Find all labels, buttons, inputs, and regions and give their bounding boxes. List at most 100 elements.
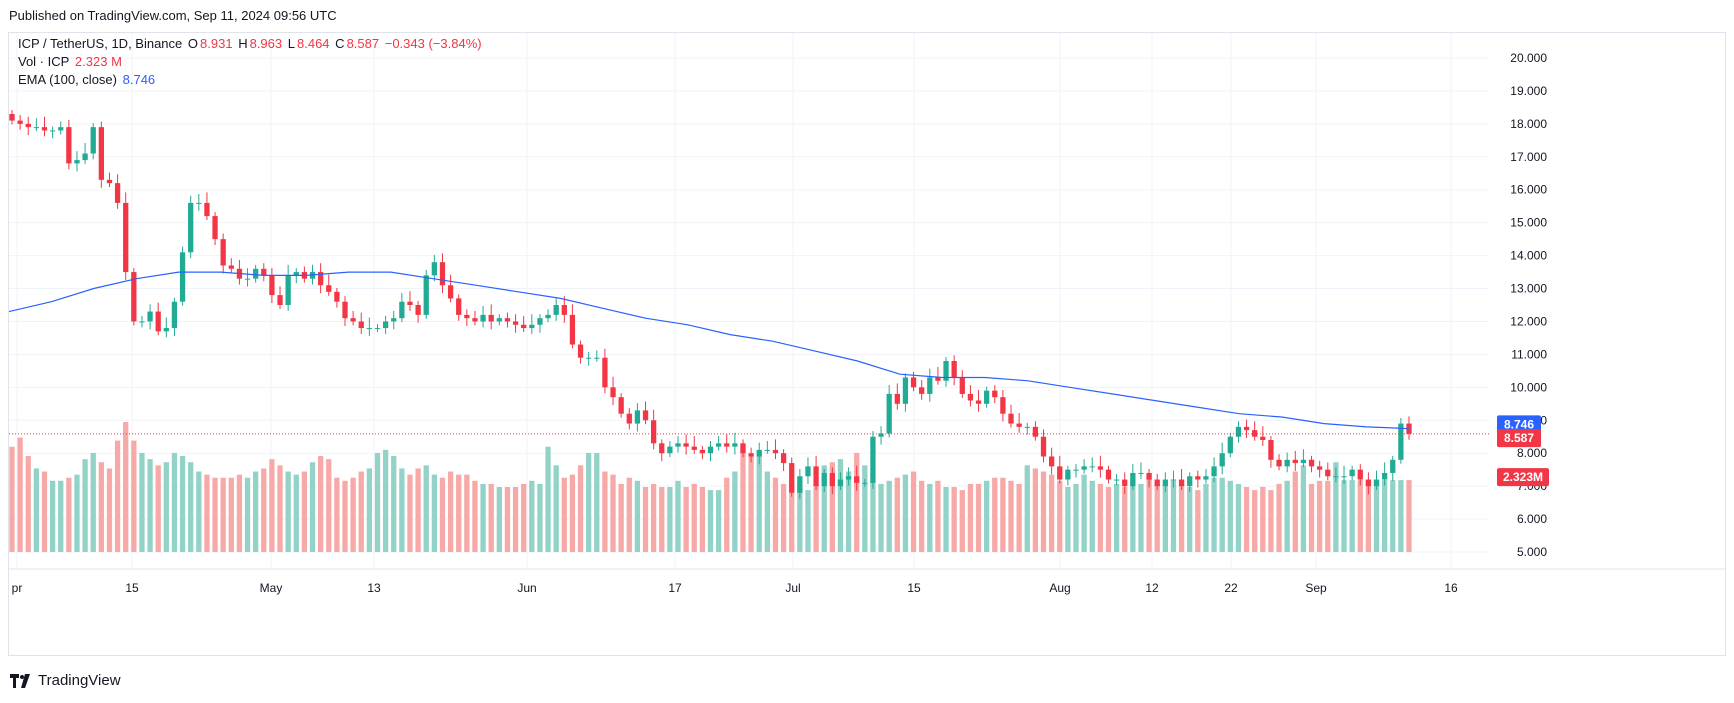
volume-bar	[967, 483, 974, 552]
candle-body	[382, 321, 389, 329]
volume-bar	[1024, 465, 1030, 552]
volume-bar	[1138, 483, 1144, 552]
candle-body	[261, 268, 267, 276]
volume-bar	[196, 471, 202, 552]
candle-body	[49, 130, 56, 132]
candle-body	[553, 305, 559, 315]
time-axis[interactable]: pr 15 May 13 Jun 17 Jul 15 Aug 12 22 Sep 16	[9, 568, 1725, 595]
legend-ema-label[interactable]: EMA (100, close)	[18, 72, 117, 87]
volume-bar	[90, 452, 96, 552]
volume-bar	[1268, 490, 1274, 552]
volume-bar	[927, 483, 933, 552]
volume-bar	[919, 480, 925, 552]
candle-body	[992, 390, 998, 398]
candles[interactable]	[9, 110, 1412, 499]
volume-bar	[504, 487, 511, 552]
x-tick-label: Aug	[1049, 581, 1070, 595]
volume-bar	[845, 471, 852, 552]
candle-body	[106, 179, 113, 184]
candle-body	[1122, 479, 1128, 487]
y-tick-label: 5.000	[1517, 545, 1547, 559]
volume-bar	[642, 487, 649, 552]
volume-bar	[106, 468, 113, 552]
candle-body	[1113, 479, 1120, 481]
candle-body	[529, 324, 535, 329]
volume-bar	[813, 483, 819, 552]
y-tick-label: 10.000	[1510, 380, 1547, 394]
volume-bar	[407, 474, 413, 552]
candle-body	[707, 446, 714, 454]
y-tick-label: 19.000	[1510, 84, 1547, 98]
volume-bar	[1195, 490, 1201, 552]
x-tick-label: 17	[668, 581, 682, 595]
volume-bar	[139, 452, 145, 552]
x-tick-label: Jun	[517, 581, 536, 595]
candle-body	[512, 321, 519, 325]
volume-bar	[1349, 480, 1355, 552]
volume-bar	[49, 480, 56, 552]
candle-body	[634, 410, 641, 424]
volume-bar	[382, 449, 389, 552]
volume-bar	[992, 477, 998, 552]
candle-body	[334, 291, 340, 302]
candle-body	[521, 324, 527, 329]
volume-bar	[309, 462, 316, 552]
volume-bar	[66, 477, 72, 552]
volume-bar	[1300, 465, 1307, 552]
y-tick-label: 11.000	[1511, 347, 1547, 361]
chart-frame	[8, 32, 1726, 656]
candle-body	[147, 311, 153, 322]
volume-bar	[334, 477, 340, 552]
candle-body	[935, 377, 941, 381]
candle-body	[228, 265, 234, 269]
volume-bar	[293, 474, 299, 552]
footer-brand[interactable]: TradingView	[10, 672, 121, 689]
volume-bar	[1187, 487, 1193, 552]
volume-bar	[269, 459, 275, 552]
candle-body	[1065, 469, 1071, 480]
volume-bar	[1032, 468, 1039, 552]
volume-bar	[1122, 487, 1128, 552]
volume-bar	[285, 471, 291, 552]
candle-body	[1178, 479, 1185, 487]
volume-bar	[715, 490, 722, 552]
legend-title[interactable]: ICP / TetherUS, 1D, Binance	[18, 36, 183, 51]
candlestick-chart[interactable]: 20.000 19.000 18.000 17.000 16.000 15.000 14.0…	[9, 33, 1725, 655]
candle-body	[715, 443, 722, 447]
volume-bar	[244, 477, 251, 552]
volume-bar	[1398, 480, 1404, 552]
candle-body	[1024, 426, 1030, 428]
candle-body	[943, 360, 949, 381]
candle-body	[179, 252, 186, 302]
legend-volume-label[interactable]: Vol · ICP	[18, 54, 70, 69]
volume-bar	[732, 471, 738, 552]
candle-body	[114, 183, 121, 203]
volume-bar	[1243, 487, 1250, 552]
x-tick-label: 15	[125, 581, 139, 595]
x-tick-label: May	[260, 581, 283, 595]
candle-body	[1138, 472, 1144, 474]
candle-body	[285, 275, 291, 305]
legend-ema-value: 8.746	[122, 72, 156, 87]
candle-body	[1243, 426, 1250, 431]
volume-bar	[1260, 487, 1266, 552]
candle-body	[358, 321, 364, 329]
x-tick-label: 12	[1145, 581, 1159, 595]
candle-body	[1097, 466, 1104, 470]
legend-ema: EMA (100, close) 8.746	[18, 71, 157, 89]
volume-bar	[618, 483, 624, 552]
volume-bar	[1089, 480, 1095, 552]
volume-bar	[301, 471, 308, 552]
volume-bar	[1048, 474, 1055, 552]
candle-body	[870, 436, 876, 483]
candle-body	[740, 443, 746, 454]
volume-bar	[561, 477, 567, 552]
volume-bar	[586, 452, 592, 552]
candle-body	[82, 153, 88, 161]
volume-bar	[1235, 483, 1242, 552]
volume-bar	[1162, 483, 1168, 552]
volume-bar	[699, 487, 706, 552]
candle-body	[837, 479, 844, 487]
candle-body	[1276, 459, 1282, 467]
